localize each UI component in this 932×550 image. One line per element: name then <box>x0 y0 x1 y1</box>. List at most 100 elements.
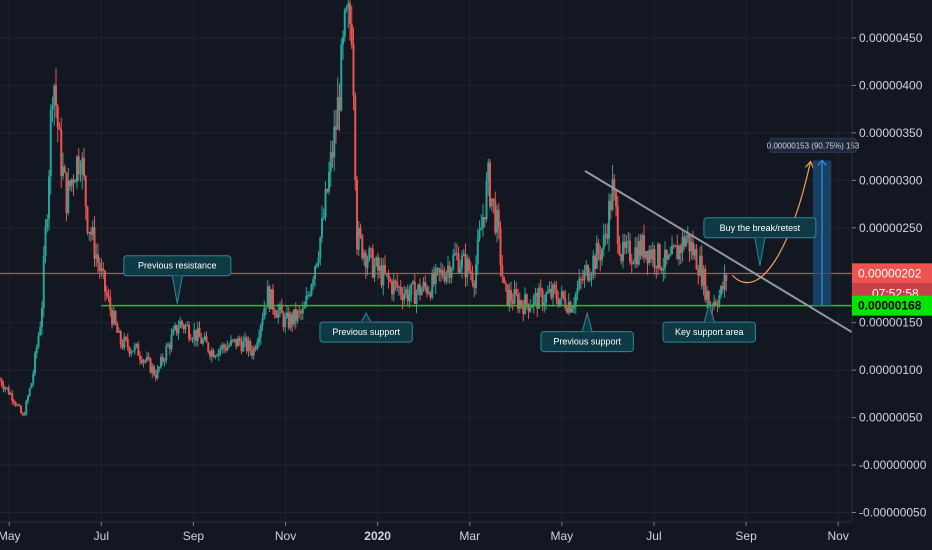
candle-body <box>688 235 691 252</box>
candle-body <box>156 368 159 379</box>
x-tick-label: 2020 <box>364 529 391 543</box>
time-axis[interactable]: May Jul Sep Nov 2020 Mar May Jul Sep Nov <box>0 522 849 543</box>
candle-body <box>137 343 140 356</box>
candle-body <box>167 344 170 347</box>
candle-body <box>662 268 665 271</box>
candle-body <box>301 308 304 314</box>
candle-body <box>230 339 233 346</box>
candle-body <box>235 339 238 347</box>
candle-body <box>559 298 562 306</box>
candle-body <box>562 291 565 298</box>
candle-body <box>184 325 187 330</box>
x-tick-label: Sep <box>735 529 757 543</box>
candle-body <box>356 180 359 250</box>
candle-body <box>364 252 367 268</box>
candle-body <box>342 36 345 45</box>
candle-body <box>6 387 9 389</box>
candle-body <box>550 288 553 298</box>
candle-body <box>93 227 96 259</box>
candle-body <box>146 357 149 361</box>
candle-body <box>448 265 451 278</box>
candle-body <box>112 311 115 325</box>
candle-body <box>476 238 479 265</box>
candle-body <box>531 305 534 308</box>
candle-body <box>265 307 268 309</box>
candle-body <box>578 278 581 289</box>
candle-body <box>440 269 443 273</box>
candle-body <box>445 272 448 282</box>
y-tick-label: 0.00000100 <box>859 363 923 377</box>
candle-body <box>392 280 395 295</box>
candle-body <box>20 406 23 414</box>
callout-pointer <box>360 312 372 323</box>
candle-body <box>387 273 390 280</box>
candle-body <box>69 180 72 187</box>
candle-body <box>482 217 485 228</box>
candle-body <box>312 279 315 285</box>
candle-body <box>707 290 710 307</box>
candle-body <box>216 355 219 357</box>
candle-body <box>574 293 577 305</box>
candle-body <box>377 257 380 271</box>
callout-label: Previous support <box>553 337 621 347</box>
candle-body <box>263 308 266 319</box>
candle-body <box>595 243 598 269</box>
candle-body <box>251 350 254 356</box>
candle-body <box>154 374 157 379</box>
candle-body <box>506 284 509 306</box>
candle-body <box>210 350 213 357</box>
y-tick-label: 0.00000050 <box>859 411 923 425</box>
candle-body <box>426 286 429 294</box>
candle-body <box>354 95 357 181</box>
candle-body <box>721 286 724 290</box>
candle-body <box>16 404 19 406</box>
candle-body <box>209 351 212 357</box>
candle-body <box>580 278 583 280</box>
candle-body <box>321 218 324 238</box>
candle-body <box>293 309 296 325</box>
candle-body <box>126 339 129 348</box>
candle-body <box>95 254 98 259</box>
candle-body <box>471 273 474 284</box>
candle-body <box>667 255 670 260</box>
candle-body <box>37 335 40 348</box>
candle-body <box>632 263 635 265</box>
candle-body <box>613 179 616 192</box>
candle-body <box>303 306 306 309</box>
candle-body <box>359 227 362 236</box>
candle-body <box>191 339 194 341</box>
candle-body <box>11 393 14 401</box>
candle-body <box>174 324 177 330</box>
candle-body <box>322 217 325 219</box>
candle-body <box>648 249 651 264</box>
candle-body <box>676 245 679 260</box>
candle-body <box>7 387 10 395</box>
candle-body <box>352 44 355 96</box>
candle-body <box>690 242 693 252</box>
candle-body <box>123 337 126 348</box>
candle-body <box>100 268 103 272</box>
candle-body <box>699 255 702 276</box>
candle-body <box>98 262 101 272</box>
candle-body <box>629 240 632 263</box>
y-tick-label: 0.00000300 <box>859 173 923 187</box>
measure-label-box <box>769 137 857 153</box>
candle-body <box>625 241 628 248</box>
candle-body <box>391 281 394 295</box>
candle-body <box>13 400 16 403</box>
candle-body <box>28 388 31 397</box>
candle-body <box>203 336 206 340</box>
candle-body <box>643 235 646 258</box>
candle-body <box>163 360 166 362</box>
candle-body <box>347 3 350 9</box>
candle-body <box>144 360 147 362</box>
candle-body <box>284 317 287 328</box>
candle-body <box>291 314 294 325</box>
candle-body <box>118 331 121 333</box>
candle-body <box>214 355 217 358</box>
candle-body <box>289 314 292 328</box>
candle-body <box>128 347 131 354</box>
candle-body <box>685 237 688 247</box>
